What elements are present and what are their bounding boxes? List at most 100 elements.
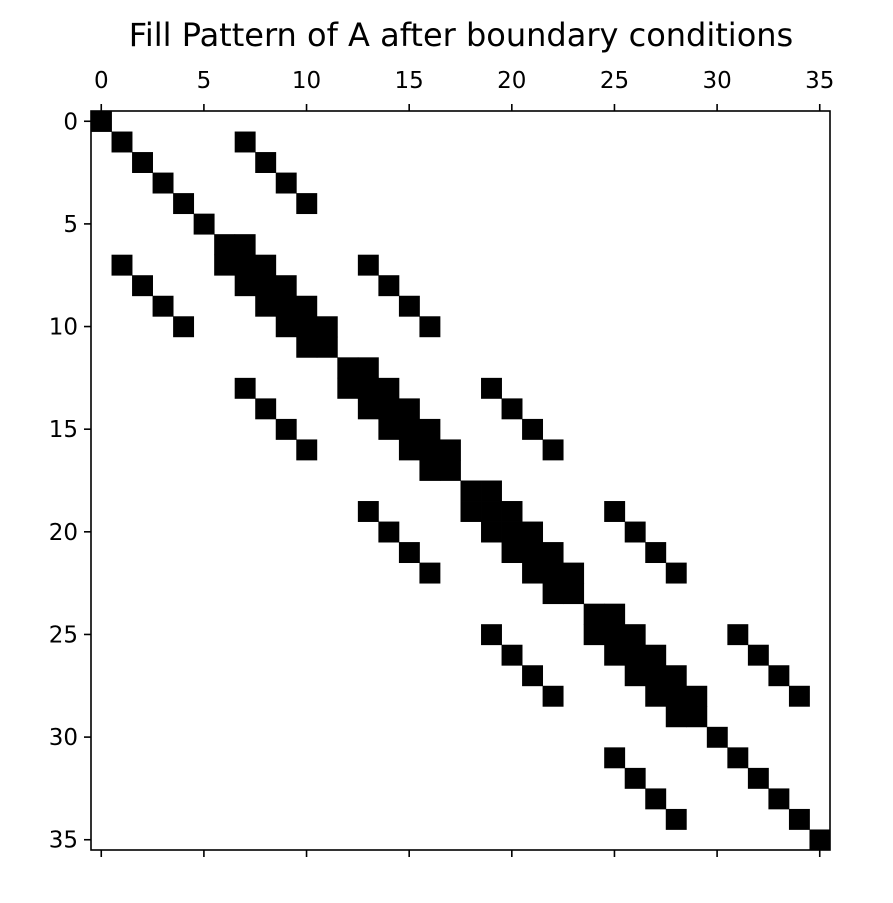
nonzero-cell [234,275,256,297]
nonzero-cell [768,665,790,687]
nonzero-cell [747,767,769,789]
nonzero-cell [686,706,708,728]
nonzero-cell [296,336,318,358]
nonzero-cell [522,542,544,564]
y-tick-label: 25 [49,622,78,648]
nonzero-cell [768,788,790,810]
nonzero-cell [481,377,502,399]
nonzero-cell [419,418,441,440]
nonzero-cell [419,439,441,461]
y-tick-label: 20 [49,520,78,546]
nonzero-cell [152,172,174,194]
nonzero-cell [378,275,400,297]
nonzero-cell [275,418,297,440]
nonzero-cell [357,377,379,399]
nonzero-cell [665,685,687,707]
nonzero-cell [357,357,379,379]
y-tick-label: 35 [49,828,78,854]
nonzero-cell [275,295,297,317]
nonzero-cell [727,747,749,769]
nonzero-cell [481,501,502,522]
nonzero-cell [665,808,687,830]
nonzero-cell [624,767,646,789]
nonzero-cell [419,562,441,584]
nonzero-cell [357,254,379,276]
nonzero-cell [583,624,605,646]
x-tick-label: 10 [292,68,321,94]
nonzero-cell [398,398,420,420]
nonzero-cell [522,418,544,440]
nonzero-cell [357,501,379,522]
nonzero-cell [522,665,544,687]
nonzero-cell [645,788,667,810]
nonzero-cell [193,213,215,235]
nonzero-cell [234,234,256,256]
x-tick-label: 15 [395,68,424,94]
nonzero-cell [788,808,810,830]
nonzero-cell [645,644,667,666]
nonzero-cell [378,398,400,420]
nonzero-cell [234,377,256,399]
nonzero-cell [316,336,338,358]
nonzero-cell [481,521,502,543]
nonzero-cell [809,829,831,851]
nonzero-cell [563,562,585,584]
nonzero-cell [501,521,523,543]
nonzero-cell [624,644,646,666]
nonzero-cell [686,685,708,707]
nonzero-cell [296,439,318,461]
nonzero-cell [542,562,564,584]
x-tick-label: 0 [94,68,109,94]
nonzero-cell [419,316,441,338]
nonzero-cell [255,398,277,420]
nonzero-cell [152,295,174,317]
nonzero-cell [624,624,646,646]
nonzero-cell [234,254,256,276]
y-tick-label: 15 [49,417,78,443]
nonzero-cell [645,665,667,687]
axis-ticks-layer: 0 5 10 15 20 25 30 35 0 5 10 15 20 25 30 35 [49,68,834,857]
nonzero-cell [645,685,667,707]
nonzero-cell [501,542,523,564]
nonzero-cell [398,418,420,440]
nonzero-cell [296,316,318,338]
x-tick-label: 5 [197,68,212,94]
chart-title: Fill Pattern of A after boundary conditi… [129,16,793,54]
y-tick-label: 30 [49,725,78,751]
nonzero-cell [788,685,810,707]
nonzero-cell [275,316,297,338]
nonzero-cell [173,316,195,338]
nonzero-cell [255,152,277,173]
nonzero-cell [91,111,112,132]
nonzero-cell [132,275,153,297]
x-tick-label: 20 [497,68,526,94]
nonzero-cell [439,439,461,461]
nonzero-cell [214,234,236,256]
nonzero-cell [665,706,687,728]
nonzero-cell [357,398,379,420]
nonzero-cell [645,542,667,564]
nonzero-cell [275,275,297,297]
nonzero-cell [624,521,646,543]
nonzero-cell [398,439,420,461]
nonzero-cell [173,193,195,215]
nonzero-cell [296,193,318,215]
nonzero-cell [378,418,400,440]
nonzero-cells-layer [91,111,831,851]
x-tick-label: 35 [805,68,834,94]
nonzero-cell [398,295,420,317]
x-tick-label: 30 [702,68,731,94]
nonzero-cell [501,398,523,420]
nonzero-cell [542,583,564,605]
nonzero-cell [255,295,277,317]
nonzero-cell [665,562,687,584]
nonzero-cell [111,254,133,276]
x-tick-label: 25 [600,68,629,94]
nonzero-cell [522,521,544,543]
nonzero-cell [481,624,502,646]
nonzero-cell [111,131,133,153]
nonzero-cell [460,480,482,502]
nonzero-cell [255,275,277,297]
nonzero-cell [316,316,338,338]
